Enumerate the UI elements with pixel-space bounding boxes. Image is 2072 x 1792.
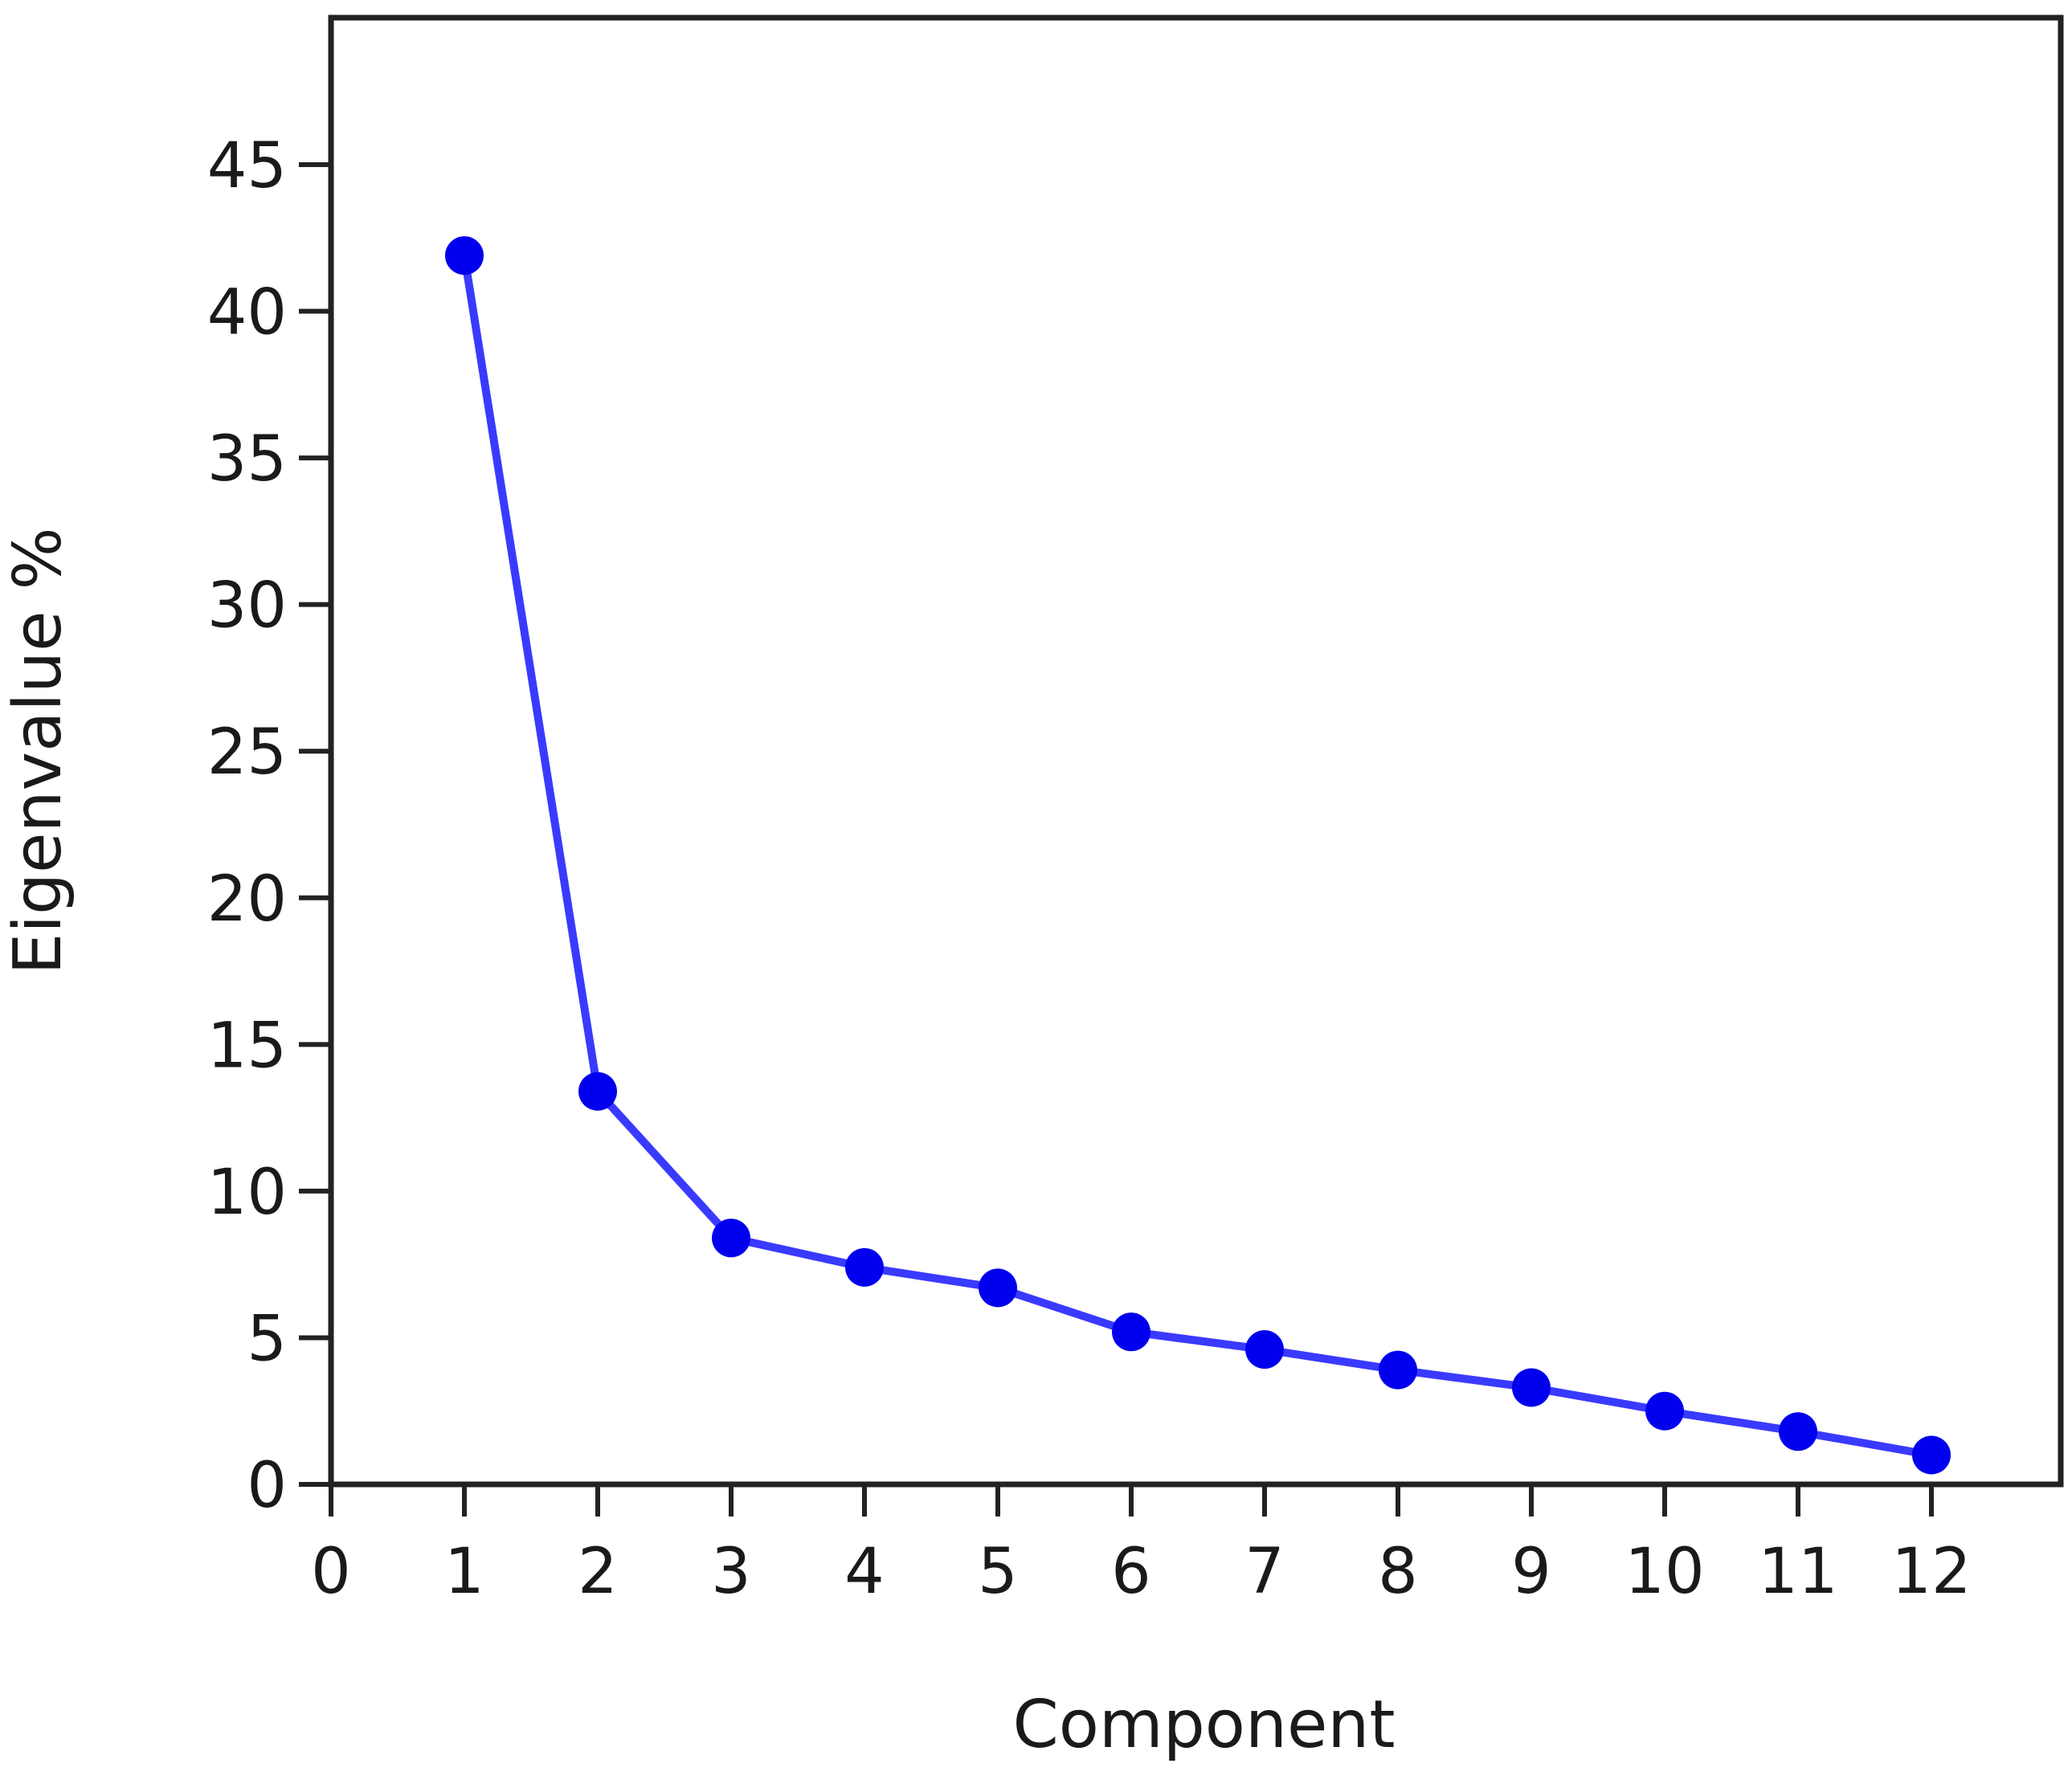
y-tick-label: 45 xyxy=(207,130,287,202)
x-tick-label: 3 xyxy=(711,1536,751,1608)
x-axis-ticks: 0 1 2 3 4 5 6 7 8 9 10 11 12 xyxy=(311,1484,1972,1608)
x-tick-label: 12 xyxy=(1891,1536,1971,1608)
y-tick-label: 30 xyxy=(207,570,287,643)
data-point-9 xyxy=(1512,1368,1551,1407)
data-point-8 xyxy=(1379,1350,1417,1390)
data-point-11 xyxy=(1779,1412,1817,1451)
data-point-5 xyxy=(979,1268,1017,1308)
y-tick-label: 20 xyxy=(207,863,287,936)
y-tick-label: 35 xyxy=(207,423,287,496)
data-point-4 xyxy=(845,1247,884,1287)
series-layer xyxy=(445,236,1951,1475)
series-line xyxy=(460,255,1932,1459)
y-axis-label: Eigenvalue % xyxy=(0,527,76,974)
x-tick-label: 7 xyxy=(1244,1536,1285,1608)
x-tick-label: 8 xyxy=(1378,1536,1418,1608)
x-tick-label: 0 xyxy=(311,1536,351,1608)
x-tick-label: 10 xyxy=(1624,1536,1704,1608)
x-tick-label: 11 xyxy=(1758,1536,1837,1608)
y-tick-label: 15 xyxy=(207,1010,287,1082)
x-tick-label: 9 xyxy=(1511,1536,1551,1608)
y-tick-label: 25 xyxy=(207,716,287,789)
data-point-12 xyxy=(1912,1435,1951,1475)
y-tick-label: 5 xyxy=(247,1303,287,1375)
y-tick-label: 40 xyxy=(207,277,287,349)
y-axis-ticks: 0 5 10 15 20 25 30 35 40 45 xyxy=(207,130,331,1522)
y-tick-label: 0 xyxy=(247,1450,287,1522)
x-tick-label: 4 xyxy=(844,1536,885,1608)
x-axis-label: Component xyxy=(1012,1687,1395,1763)
x-tick-label: 6 xyxy=(1111,1536,1151,1608)
data-point-7 xyxy=(1245,1330,1284,1370)
plot-frame xyxy=(328,14,2064,1488)
x-tick-label: 1 xyxy=(444,1536,484,1608)
x-tick-label: 5 xyxy=(978,1536,1018,1608)
data-point-3 xyxy=(712,1218,750,1258)
data-point-10 xyxy=(1645,1391,1684,1431)
x-tick-label: 2 xyxy=(578,1536,618,1608)
data-point-6 xyxy=(1112,1312,1150,1352)
data-point-1 xyxy=(445,236,484,276)
data-point-2 xyxy=(578,1072,617,1111)
y-tick-label: 10 xyxy=(207,1157,287,1229)
